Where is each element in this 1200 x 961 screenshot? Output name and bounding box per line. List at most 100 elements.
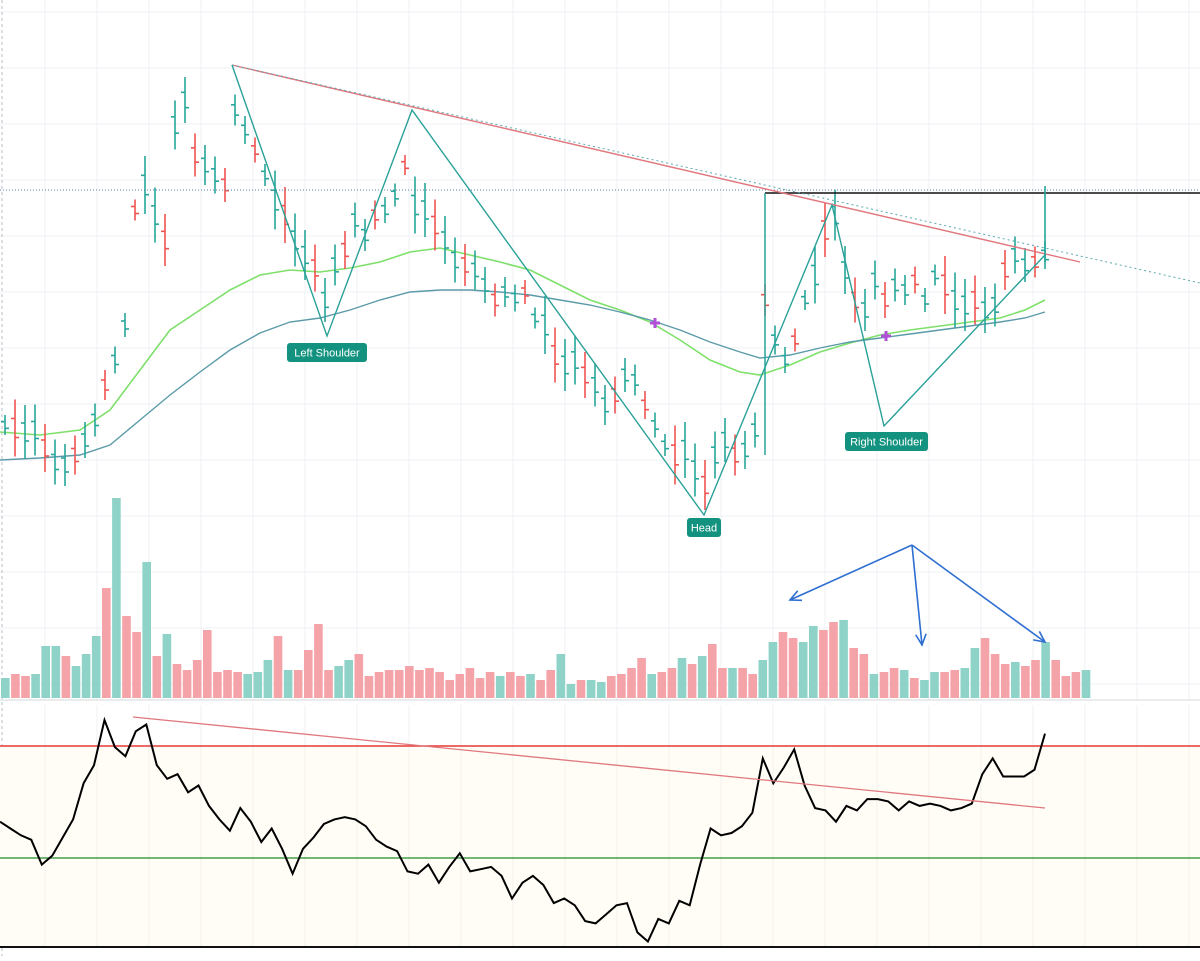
volume-bar (354, 654, 364, 698)
volume-bar (374, 672, 384, 698)
volume-bar (556, 654, 566, 698)
volume-bar (253, 672, 263, 698)
volume-bar (859, 654, 869, 698)
volume-bar (445, 680, 454, 698)
volume-bar (21, 676, 30, 698)
volume-bar (627, 668, 636, 698)
volume-bar (495, 676, 505, 698)
volume-bar (758, 660, 768, 698)
volume-bar (950, 670, 959, 698)
volume-bar (526, 674, 535, 698)
volume-bar (788, 638, 798, 698)
drawings (0, 64, 1200, 647)
label-left-shoulder: Left Shoulder (287, 343, 367, 362)
volume-bar (1051, 660, 1060, 698)
label-right-shoulder-text: Right Shoulder (850, 437, 923, 449)
volume-bar (990, 654, 1000, 698)
volume-bar (31, 674, 40, 698)
volume-bar (536, 680, 545, 698)
volume-bar (364, 676, 374, 698)
volume-bar (415, 670, 424, 698)
volume-bar (71, 666, 81, 698)
volume-bar (475, 678, 485, 698)
volume-bar (1071, 672, 1081, 698)
volume-bar (233, 672, 242, 698)
trendline-extension-dotted (231, 64, 1200, 284)
arrow-left (789, 544, 913, 601)
volume-bar (283, 670, 293, 698)
volume-bar (61, 656, 71, 698)
volume-bar (960, 668, 970, 698)
volume-bar (677, 658, 687, 698)
volume-bar (384, 670, 394, 698)
volume-bar (455, 674, 465, 698)
volume-bar (576, 680, 586, 698)
volume-bar (172, 664, 182, 698)
label-head: Head (687, 518, 721, 537)
volume-bar (112, 498, 121, 698)
volume-bar (768, 642, 778, 698)
volume-bar (142, 562, 151, 698)
volume-bar (1041, 642, 1050, 698)
volume-bar (607, 676, 616, 698)
volume-bar (182, 670, 192, 698)
volume-bar (485, 672, 495, 698)
volume-bar (465, 668, 475, 698)
volume-bar (293, 670, 303, 698)
volume-bar (930, 672, 939, 698)
volume-bar (748, 674, 757, 698)
volume-bar (718, 668, 727, 698)
label-right-shoulder: Right Shoulder (845, 432, 928, 451)
volume-bar (425, 668, 434, 698)
volume-bar (435, 672, 444, 698)
moving-averages (0, 247, 1046, 461)
volume-bar (566, 684, 576, 698)
volume-bar (506, 672, 515, 698)
volume-bar (617, 674, 626, 698)
volume-bar (940, 672, 949, 698)
volume-bar (687, 664, 697, 698)
volume-bar (657, 672, 667, 698)
volume-bar (192, 660, 202, 698)
volume-bar (41, 646, 50, 698)
arrow-middle (911, 544, 923, 646)
volume-bar (647, 674, 656, 698)
volume-bar (152, 656, 162, 698)
volume-bar (516, 676, 525, 698)
volume-bar (667, 668, 677, 698)
oscillator (0, 716, 1046, 944)
volume-bar (546, 670, 555, 698)
volume-bar (162, 634, 172, 698)
volume-bars (1, 498, 1091, 698)
volume-bar (405, 666, 414, 698)
arrow-left-head (788, 590, 803, 602)
volume-bar (829, 622, 838, 698)
volume-bar (213, 672, 222, 698)
arrow-right-head (1033, 631, 1047, 644)
volume-bar (11, 674, 20, 698)
volume-bar (920, 680, 929, 698)
volume-bar (1031, 660, 1040, 698)
arrow-middle-head (915, 633, 927, 647)
volume-bar (1, 678, 10, 698)
volume-bar (708, 644, 717, 698)
volume-bar (1021, 666, 1030, 698)
volume-bar (970, 648, 980, 698)
volume-bar (889, 668, 899, 698)
oscillator-background (0, 705, 1200, 948)
volume-bar (980, 638, 990, 698)
volume-bar (51, 646, 61, 698)
volume-bar (637, 658, 646, 698)
volume-bar (314, 624, 323, 698)
label-left-shoulder-text: Left Shoulder (294, 348, 360, 360)
volume-bar (596, 682, 606, 698)
volume-bar (798, 642, 808, 698)
volume-bar (223, 670, 232, 698)
volume-bar (839, 620, 848, 698)
volume-bar (324, 670, 333, 698)
volume-bar (1061, 676, 1071, 698)
volume-bar (778, 632, 788, 698)
volume-bar (738, 668, 747, 698)
oscillator-band (0, 746, 1200, 946)
